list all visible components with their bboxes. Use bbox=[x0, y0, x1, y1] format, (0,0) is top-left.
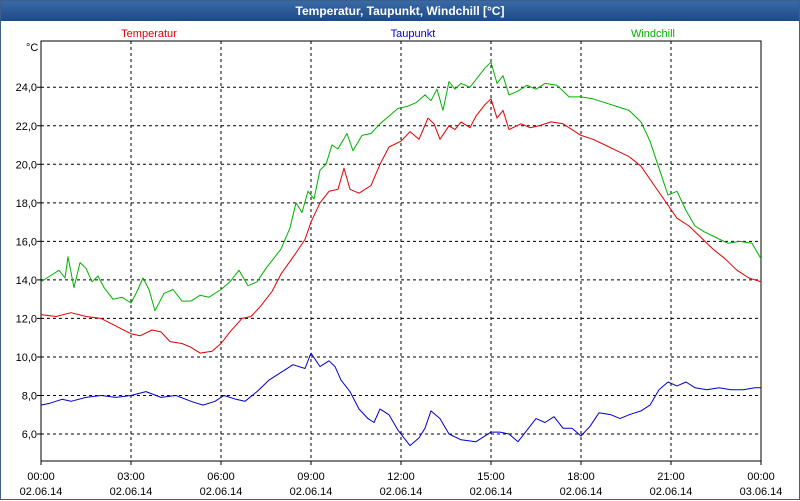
x-tick-date-label: 02.06.14 bbox=[200, 486, 243, 498]
y-tick-label: 20,0 bbox=[16, 159, 37, 171]
grid-lines bbox=[41, 41, 761, 461]
y-tick-label: 6,0 bbox=[22, 429, 37, 441]
y-tick-label: 10,0 bbox=[16, 352, 37, 364]
x-tick-date-label: 02.06.14 bbox=[110, 486, 153, 498]
x-tick-date-label: 02.06.14 bbox=[470, 486, 513, 498]
x-tick-time-label: 03:00 bbox=[117, 471, 145, 483]
x-tick-time-label: 06:00 bbox=[207, 471, 235, 483]
y-tick-label: 14,0 bbox=[16, 275, 37, 287]
series-line-taupunkt bbox=[40, 352, 761, 447]
legend-entry-windchill: Windchill bbox=[631, 28, 675, 40]
x-tick-time-label: 09:00 bbox=[297, 471, 325, 483]
x-tick-date-label: 02.06.14 bbox=[380, 486, 423, 498]
x-tick-time-label: 15:00 bbox=[477, 471, 505, 483]
y-tick-label: 16,0 bbox=[16, 236, 37, 248]
x-tick-time-label: 18:00 bbox=[567, 471, 595, 483]
y-axis-unit-label: °C bbox=[26, 42, 38, 54]
y-tick-label: 22,0 bbox=[16, 121, 37, 133]
legend-entry-temperatur: Temperatur bbox=[121, 28, 177, 40]
x-tick-time-label: 12:00 bbox=[387, 471, 415, 483]
legend-entry-taupunkt: Taupunkt bbox=[391, 28, 436, 40]
legend: Temperatur Taupunkt Windchill bbox=[121, 28, 675, 40]
x-tick-date-label: 02.06.14 bbox=[20, 486, 63, 498]
y-tick-label: 8,0 bbox=[22, 390, 37, 402]
y-tick-label: 24,0 bbox=[16, 82, 37, 94]
series-line-windchill bbox=[40, 61, 762, 312]
window-title: Temperatur, Taupunkt, Windchill [°C] bbox=[1, 1, 799, 21]
x-axis-ticks: 00:00 02.06.14 03:00 02.06.14 06:00 02.06.14 0… bbox=[20, 461, 783, 498]
x-tick-time-label: 00:00 bbox=[27, 471, 55, 483]
y-tick-label: 18,0 bbox=[16, 198, 37, 210]
y-tick-label: 12,0 bbox=[16, 313, 37, 325]
x-tick-date-label: 02.06.14 bbox=[290, 486, 333, 498]
series-lines bbox=[40, 61, 762, 447]
x-tick-date-label: 03.06.14 bbox=[740, 486, 783, 498]
x-tick-date-label: 02.06.14 bbox=[650, 486, 693, 498]
series-line-temperatur bbox=[40, 98, 762, 354]
x-tick-time-label: 00:00 bbox=[747, 471, 775, 483]
x-tick-time-label: 21:00 bbox=[657, 471, 685, 483]
x-tick-date-label: 02.06.14 bbox=[560, 486, 603, 498]
y-axis-ticks: 6,0 8,0 10,0 12,0 14,0 16,0 18,0 20,0 22,0 24,0 bbox=[16, 82, 41, 441]
